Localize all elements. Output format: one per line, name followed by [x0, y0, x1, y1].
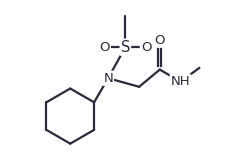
Text: NH: NH: [171, 75, 190, 88]
Text: O: O: [99, 41, 110, 54]
Text: O: O: [155, 34, 165, 47]
Text: N: N: [103, 72, 113, 85]
Text: S: S: [121, 40, 130, 55]
Text: O: O: [141, 41, 151, 54]
